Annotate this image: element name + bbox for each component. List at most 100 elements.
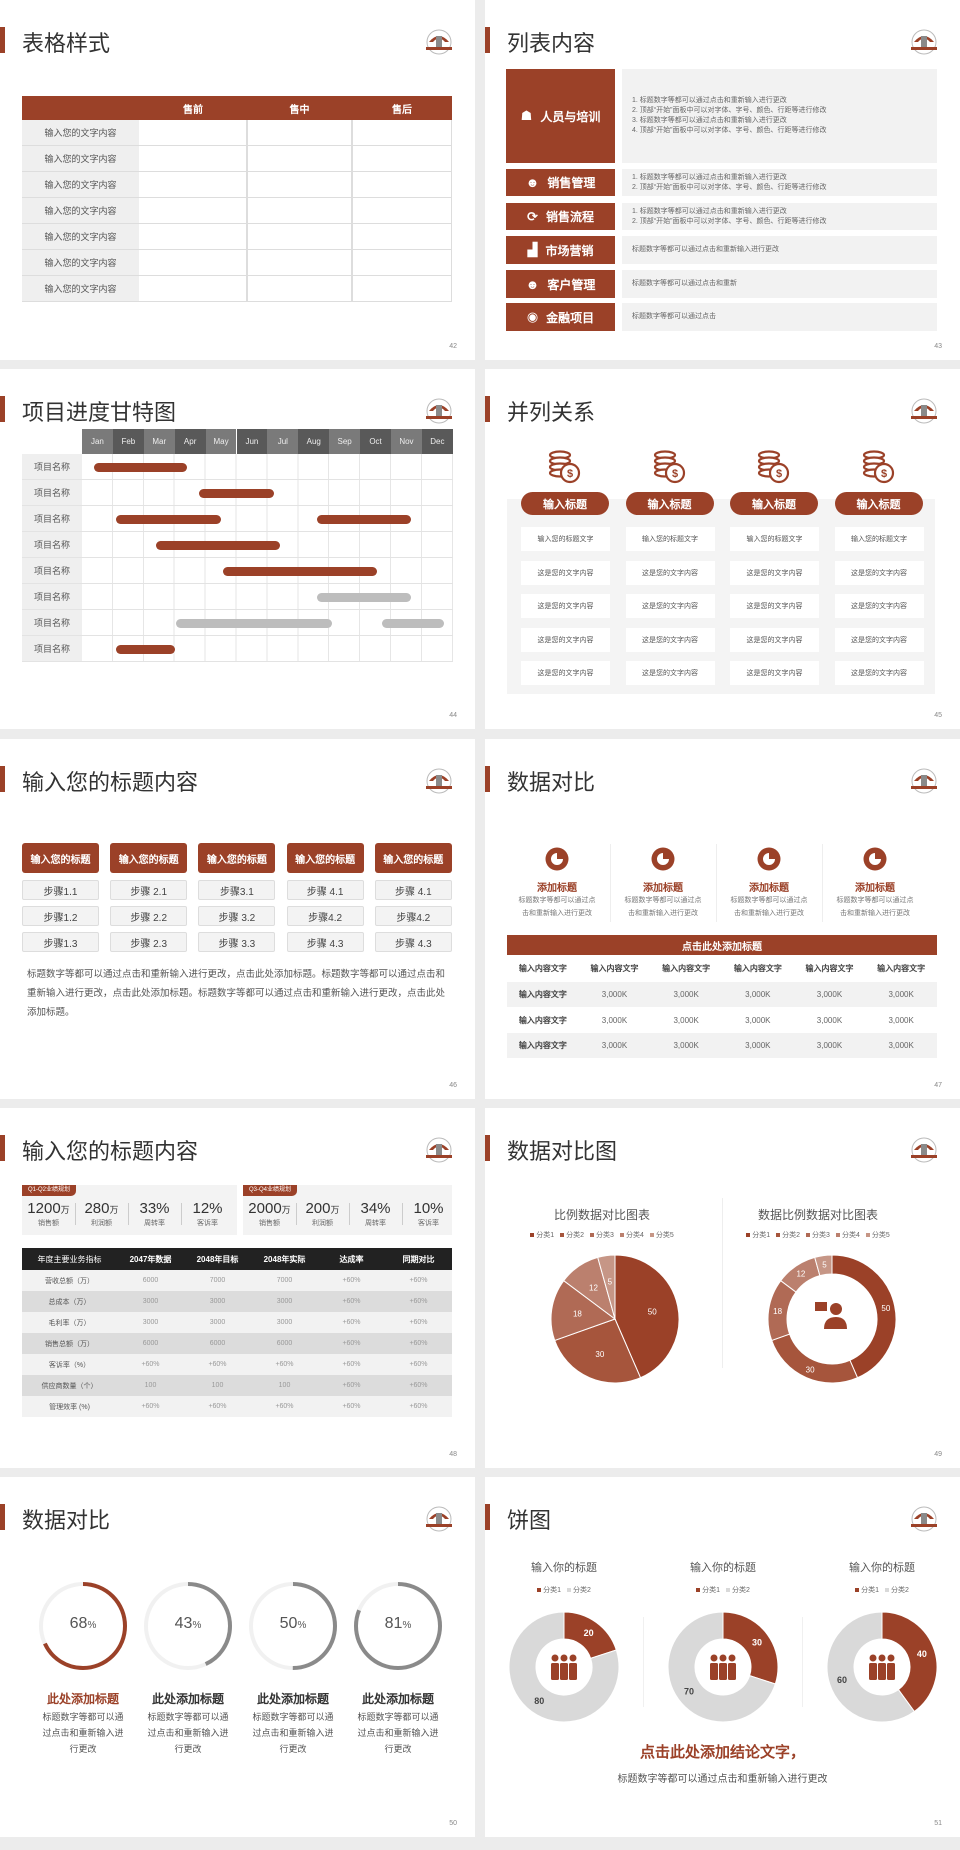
- column-heading-pill[interactable]: 输入标题: [834, 492, 923, 515]
- table-cell[interactable]: [352, 172, 452, 198]
- legend-label: 分类5: [655, 1232, 674, 1239]
- slice-label: 50: [881, 1304, 890, 1313]
- table-cell: 毛利率（万）: [22, 1312, 117, 1333]
- dollar-coin: [768, 462, 790, 484]
- step-box[interactable]: 步骤3.1: [198, 880, 276, 900]
- person-body: [551, 1663, 559, 1680]
- dollar-coin: [559, 462, 581, 484]
- month-header: Sep: [329, 429, 361, 454]
- table-cell[interactable]: [139, 276, 247, 302]
- table-cell[interactable]: [139, 250, 247, 276]
- table-cell[interactable]: [352, 198, 452, 224]
- legend-swatch: [865, 1233, 870, 1237]
- slide-44: 项目进度甘特图 44 Jan Feb Mar Apr May Jun Jul Aug Sep Oct N…: [0, 369, 475, 729]
- table-cell[interactable]: [352, 276, 452, 302]
- gantt-bar[interactable]: [156, 541, 280, 550]
- table-cell[interactable]: [247, 120, 352, 146]
- legend-item: 分类1: [530, 1230, 554, 1240]
- table-cell[interactable]: [139, 198, 247, 224]
- step-box[interactable]: 步骤 3.2: [198, 906, 276, 926]
- step-box[interactable]: 步骤 3.3: [198, 932, 276, 952]
- person-body: [887, 1663, 895, 1680]
- table-cell: 3,000K: [601, 1041, 628, 1050]
- ring-progress: [249, 1582, 337, 1670]
- step-box[interactable]: 步骤 2.2: [110, 906, 188, 926]
- slide-title: 数据对比: [507, 770, 596, 795]
- list-item-4[interactable]: ▟ 市场营销: [506, 236, 615, 264]
- chart-title: 输入你的标题: [531, 1562, 597, 1574]
- step-box[interactable]: 步骤 4.1: [374, 880, 452, 900]
- progress-ring: [144, 1582, 232, 1670]
- table-cell[interactable]: [352, 120, 452, 146]
- step-box[interactable]: 步骤 4.1: [286, 880, 364, 900]
- gantt-bar[interactable]: [115, 515, 222, 524]
- table-cell[interactable]: [352, 146, 452, 172]
- step-box[interactable]: 步骤1.3: [22, 932, 99, 952]
- step-box[interactable]: 步骤4.2: [286, 906, 364, 926]
- table-title-bar[interactable]: 点击此处添加标题: [507, 935, 937, 955]
- table-header-cell: 输入内容文字: [805, 964, 854, 973]
- table-cell[interactable]: [247, 146, 352, 172]
- table-cell: 100: [251, 1375, 318, 1396]
- step-box[interactable]: 步骤 4.3: [286, 932, 364, 952]
- table-row-label: 输入您的文字内容: [22, 172, 139, 198]
- divider: [349, 1203, 350, 1225]
- table-cell[interactable]: [352, 224, 452, 250]
- step-box[interactable]: 步骤4.2: [374, 906, 452, 926]
- speech-bubble: [815, 1302, 827, 1311]
- logo-tower: [436, 405, 442, 417]
- table-cell[interactable]: [352, 250, 452, 276]
- gantt-bar[interactable]: [222, 567, 378, 576]
- list-item-2[interactable]: ☻ 销售管理: [506, 169, 615, 196]
- table-cell[interactable]: [247, 172, 352, 198]
- gantt-row-label: 项目名称: [22, 558, 82, 584]
- gantt-bar[interactable]: [176, 619, 333, 628]
- conclusion-text: 点击此处添加结论文字，: [639, 1744, 805, 1761]
- table-cell: 3,000K: [816, 990, 843, 999]
- list-item-label: 客户管理: [547, 277, 596, 292]
- column-heading-pill[interactable]: 输入标题: [521, 492, 609, 515]
- legend-swatch: [806, 1233, 811, 1237]
- table-cell[interactable]: [139, 146, 247, 172]
- table-cell: +60%: [117, 1396, 184, 1417]
- table-cell[interactable]: [247, 276, 352, 302]
- list-item-3[interactable]: ⟳ 销售流程: [506, 203, 615, 230]
- list-item-6[interactable]: ◉ 金融项目: [506, 303, 615, 331]
- list-item-5[interactable]: ☻ 客户管理: [506, 270, 615, 298]
- step-box[interactable]: 步骤 4.3: [374, 932, 452, 952]
- gantt-bar[interactable]: [115, 645, 175, 654]
- table-cell[interactable]: [247, 250, 352, 276]
- person-body: [869, 1663, 877, 1680]
- legend-swatch: [590, 1233, 595, 1237]
- page-number: 47: [934, 1082, 942, 1089]
- gantt-bar[interactable]: [316, 515, 412, 524]
- table-cell: 营收总额（万）: [22, 1270, 117, 1291]
- table-cell[interactable]: [247, 224, 352, 250]
- column-heading-pill[interactable]: 输入标题: [625, 492, 714, 515]
- gantt-bar[interactable]: [316, 593, 412, 602]
- description-line: 2. 顶部“开始”面板中可以对字体、字号、颜色、行距等进行修改: [632, 217, 827, 225]
- ring-number: 81: [384, 1615, 403, 1632]
- list-item-1[interactable]: ☗ 人员与培训: [506, 69, 615, 163]
- kpi-number: 33%: [139, 1200, 170, 1217]
- step-box[interactable]: 步骤1.1: [22, 880, 99, 900]
- logo-tower: [921, 36, 927, 48]
- table-cell[interactable]: [247, 198, 352, 224]
- table-cell[interactable]: [139, 224, 247, 250]
- column-heading-pill[interactable]: 输入标题: [730, 492, 818, 515]
- slice-label: 30: [752, 1637, 762, 1647]
- table-cell[interactable]: [139, 120, 247, 146]
- gantt-bar[interactable]: [381, 619, 444, 628]
- gantt-bar[interactable]: [94, 463, 188, 472]
- table-cell[interactable]: [139, 172, 247, 198]
- step-box[interactable]: 步骤 2.3: [110, 932, 188, 952]
- team-icon: [869, 1654, 895, 1680]
- table-cell: 7000: [184, 1270, 251, 1291]
- feature-description: 标题数字等都可以通过点击和重新输入进行更改: [730, 897, 808, 917]
- legend-label: 分类5: [871, 1232, 890, 1239]
- legend-item: 分类2: [885, 1585, 909, 1595]
- gantt-bar[interactable]: [199, 489, 274, 498]
- logo-tower: [436, 1144, 442, 1156]
- step-box[interactable]: 步骤 2.1: [110, 880, 188, 900]
- step-box[interactable]: 步骤1.2: [22, 906, 99, 926]
